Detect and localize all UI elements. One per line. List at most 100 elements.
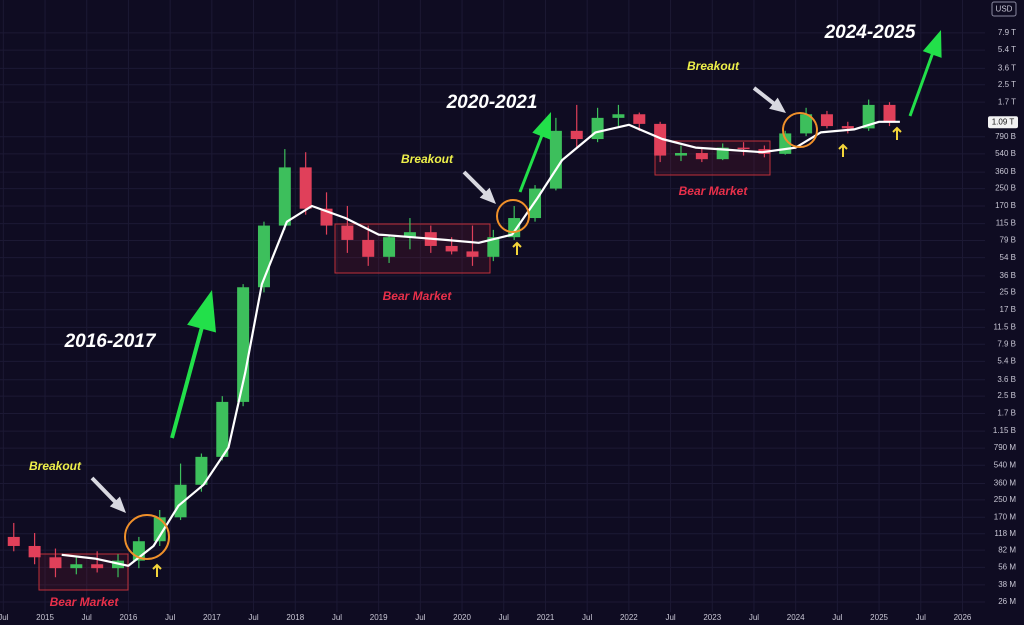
y-tick-label: 1.7 T: [998, 97, 1016, 106]
bear-market-label: Bear Market: [679, 184, 749, 198]
x-tick-label: 2025: [870, 613, 888, 622]
y-tick-label: 17 B: [1000, 305, 1016, 314]
grid: [0, 0, 985, 612]
x-tick-label: 2018: [286, 613, 304, 622]
candle-body: [28, 545, 41, 558]
candle-body: [278, 167, 291, 226]
candle-body: [70, 564, 83, 569]
candle-body: [800, 114, 813, 134]
y-tick-label: 36 B: [1000, 271, 1016, 280]
price-tag: [988, 116, 1018, 129]
pointer-arrow: [752, 86, 786, 113]
y-tick-label: 170 B: [995, 201, 1016, 210]
support-arrow: [892, 126, 902, 140]
x-tick-label: 2024: [787, 613, 805, 622]
x-tick-label: 2015: [36, 613, 54, 622]
period-label: 2020-2021: [446, 92, 538, 113]
candle-body: [7, 536, 20, 546]
support-arrow: [512, 241, 522, 255]
currency-box: [991, 1, 1017, 17]
moving-average: [61, 120, 900, 567]
x-tick-label: Jul: [0, 613, 9, 622]
bear-market-label: Bear Market: [383, 289, 453, 303]
breakout-circle: [496, 199, 530, 233]
y-tick-label: 5.4 B: [997, 357, 1016, 366]
x-tick-label: Jul: [332, 613, 342, 622]
candle-body: [195, 456, 208, 485]
y-tick-label: 360 B: [995, 167, 1016, 176]
x-tick-label: 2023: [703, 613, 721, 622]
candle-body: [466, 251, 479, 257]
y-tick-label: 118 M: [994, 529, 1016, 538]
x-tick-label: Jul: [499, 613, 509, 622]
pointer-arrow: [462, 170, 496, 204]
y-tick-label: 540 M: [994, 460, 1017, 469]
x-tick-label: 2022: [620, 613, 638, 622]
candle-body: [445, 245, 458, 252]
y-axis-area: [985, 0, 1024, 625]
candle-body: [487, 237, 500, 257]
y-tick-label: 79 B: [1000, 236, 1016, 245]
y-tick-label: 540 B: [995, 149, 1016, 158]
x-tick-label: Jul: [248, 613, 258, 622]
y-tick-label: 2.5 T: [998, 80, 1016, 89]
candle-body: [91, 564, 104, 569]
y-tick-label: 11.5 B: [993, 322, 1016, 331]
y-tick-label: 2.5 B: [997, 391, 1016, 400]
candle-body: [570, 130, 583, 140]
period-label: 2024-2025: [824, 22, 916, 43]
candle-body: [362, 239, 375, 257]
x-tick-label: 2020: [453, 613, 471, 622]
y-tick-label: 82 M: [998, 545, 1016, 554]
x-tick-label: Jul: [582, 613, 592, 622]
y-tick-label: 360 M: [994, 479, 1017, 488]
candle-body: [591, 117, 604, 140]
y-tick-label: 790 M: [994, 443, 1017, 452]
bear-box: [654, 140, 771, 176]
candle-body: [153, 517, 166, 542]
trend-arrow: [170, 290, 216, 439]
price-tag-label: 1.09 T: [992, 117, 1015, 126]
trend-arrow: [908, 30, 942, 117]
candle-body: [674, 153, 687, 156]
y-tick-label: 790 B: [995, 132, 1016, 141]
x-tick-label: Jul: [82, 613, 92, 622]
x-tick-label: Jul: [415, 613, 425, 622]
x-tick-label: 2017: [203, 613, 221, 622]
bear-market-label: Bear Market: [50, 595, 120, 609]
y-tick-label: 250 M: [994, 495, 1017, 504]
y-tick-label: 3.6 B: [997, 375, 1016, 384]
trend-arrow: [518, 112, 551, 193]
x-tick-label: Jul: [665, 613, 675, 622]
y-tick-label: 54 B: [1000, 253, 1016, 262]
y-tick-label: 5.4 T: [998, 45, 1016, 54]
breakout-label: Breakout: [29, 459, 82, 473]
candle-body: [403, 232, 416, 238]
y-tick-label: 115 B: [996, 219, 1016, 228]
support-arrow: [838, 143, 848, 157]
breakout-label: Breakout: [687, 59, 740, 73]
y-tick-label: 170 M: [994, 512, 1017, 521]
candle-body: [695, 153, 708, 160]
candle-body: [341, 225, 354, 240]
x-tick-label: 2026: [954, 613, 972, 622]
period-label: 2016-2017: [64, 331, 157, 352]
y-tick-label: 3.6 T: [998, 63, 1016, 72]
support-arrow: [152, 563, 162, 577]
y-tick-label: 1.7 B: [997, 409, 1016, 418]
y-tick-label: 1.15 B: [993, 426, 1016, 435]
x-tick-label: Jul: [165, 613, 175, 622]
breakout-circle: [782, 112, 818, 148]
candle-body: [716, 147, 729, 160]
y-tick-label: 56 M: [998, 562, 1016, 571]
y-tick-label: 7.9 B: [997, 339, 1016, 348]
x-tick-label: Jul: [916, 613, 926, 622]
x-tick-label: 2016: [120, 613, 138, 622]
y-tick-label: 25 B: [1000, 287, 1016, 296]
candle-body: [383, 237, 396, 257]
x-tick-label: Jul: [832, 613, 842, 622]
currency: USD: [996, 5, 1013, 14]
candle-body: [549, 130, 562, 189]
decorations: [90, 30, 942, 577]
